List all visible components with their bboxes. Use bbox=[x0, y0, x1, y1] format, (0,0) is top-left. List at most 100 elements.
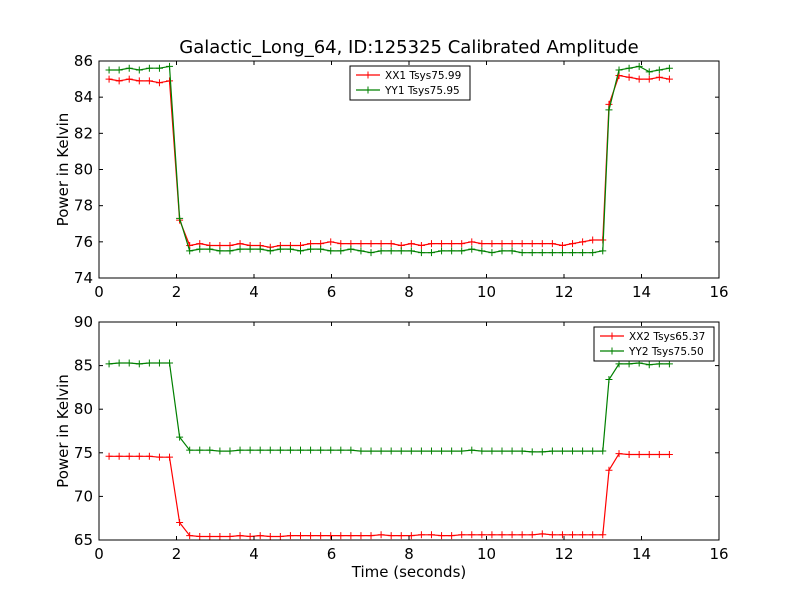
y-tick-label: 70 bbox=[74, 487, 93, 505]
data-point bbox=[508, 531, 516, 539]
y-axis-label: Power in Kelvin bbox=[54, 113, 72, 227]
data-point bbox=[558, 531, 566, 539]
data-point bbox=[196, 245, 204, 253]
data-point bbox=[166, 62, 174, 70]
data-point bbox=[427, 447, 435, 455]
x-tick-label: 14 bbox=[632, 545, 651, 563]
series-2-1 bbox=[105, 450, 673, 541]
data-point bbox=[357, 247, 365, 255]
data-point bbox=[528, 448, 536, 456]
data-point bbox=[266, 446, 274, 454]
plot-bottom: 0 2 4 6 8 10 12 14 16 65 70 75 80 85 90 Power in Kelvin… bbox=[54, 313, 729, 581]
x-tick-label: 10 bbox=[477, 545, 496, 563]
data-point bbox=[498, 240, 506, 248]
data-point bbox=[478, 247, 486, 255]
data-point bbox=[105, 452, 113, 460]
data-point bbox=[125, 75, 133, 83]
data-point bbox=[548, 531, 556, 539]
data-point bbox=[236, 446, 244, 454]
x-tick-label: 8 bbox=[404, 545, 414, 563]
data-point bbox=[135, 77, 143, 85]
data-point bbox=[558, 241, 566, 249]
data-point bbox=[478, 240, 486, 248]
data-point bbox=[468, 238, 476, 246]
data-point bbox=[417, 241, 425, 249]
data-point bbox=[256, 245, 264, 253]
data-point bbox=[115, 77, 123, 85]
data-point bbox=[286, 446, 294, 454]
x-tick-label: 0 bbox=[94, 545, 104, 563]
x-tick-label: 8 bbox=[404, 283, 414, 301]
data-point bbox=[135, 66, 143, 74]
legend-box bbox=[349, 65, 471, 101]
data-point bbox=[498, 247, 506, 255]
data-point bbox=[196, 533, 204, 541]
data-point bbox=[327, 238, 335, 246]
data-point bbox=[327, 532, 335, 540]
data-point bbox=[518, 447, 526, 455]
y-tick-label: 78 bbox=[74, 197, 93, 215]
x-axis-label: Time (seconds) bbox=[351, 563, 467, 581]
data-point bbox=[206, 245, 214, 253]
data-point bbox=[297, 247, 304, 255]
data-point bbox=[407, 240, 415, 248]
data-point bbox=[226, 533, 234, 541]
data-point bbox=[569, 447, 577, 455]
y-tick-label: 74 bbox=[74, 269, 93, 287]
legend-box bbox=[593, 326, 715, 362]
data-point bbox=[548, 240, 556, 248]
data-point bbox=[145, 452, 153, 460]
data-point bbox=[387, 240, 395, 248]
data-point bbox=[579, 531, 587, 539]
y-tick-label: 65 bbox=[74, 531, 93, 549]
data-point bbox=[256, 532, 264, 540]
data-point bbox=[216, 247, 224, 255]
data-point bbox=[528, 531, 536, 539]
x-tick-label: 12 bbox=[554, 283, 573, 301]
legend-entry: YY1 Tsys75.95 bbox=[384, 85, 460, 97]
data-point bbox=[548, 447, 556, 455]
data-point bbox=[196, 446, 204, 454]
data-point bbox=[635, 451, 643, 459]
data-point bbox=[216, 533, 224, 541]
data-point bbox=[337, 240, 345, 248]
data-point bbox=[605, 376, 613, 384]
x-tick-label: 16 bbox=[709, 283, 728, 301]
data-point bbox=[448, 532, 456, 540]
data-point bbox=[246, 533, 254, 541]
data-point bbox=[528, 240, 536, 248]
data-point bbox=[327, 446, 335, 454]
data-point bbox=[155, 359, 163, 367]
data-point bbox=[256, 446, 264, 454]
data-point bbox=[645, 75, 653, 83]
data-point bbox=[135, 452, 143, 460]
data-point bbox=[226, 247, 234, 255]
data-point bbox=[665, 75, 673, 83]
legend-marker bbox=[364, 71, 372, 79]
data-point bbox=[145, 359, 153, 367]
data-point bbox=[125, 64, 133, 72]
data-point bbox=[458, 247, 466, 255]
data-point bbox=[538, 530, 546, 538]
data-point bbox=[448, 240, 456, 248]
data-point bbox=[337, 532, 345, 540]
y-tick-label: 82 bbox=[74, 124, 93, 142]
data-point bbox=[665, 451, 673, 459]
data-point bbox=[458, 240, 466, 248]
data-point bbox=[276, 446, 284, 454]
x-tick-label: 16 bbox=[709, 545, 728, 563]
data-point bbox=[307, 245, 315, 253]
y-tick-label: 75 bbox=[74, 444, 93, 462]
data-point bbox=[246, 245, 254, 253]
data-point bbox=[236, 245, 244, 253]
data-point bbox=[599, 531, 607, 539]
data-point bbox=[528, 249, 536, 257]
data-point bbox=[635, 75, 643, 83]
data-point bbox=[387, 447, 395, 455]
data-point bbox=[206, 446, 214, 454]
data-point bbox=[307, 446, 315, 454]
data-point bbox=[458, 531, 466, 539]
data-point bbox=[226, 447, 234, 455]
legend-marker bbox=[608, 347, 616, 355]
